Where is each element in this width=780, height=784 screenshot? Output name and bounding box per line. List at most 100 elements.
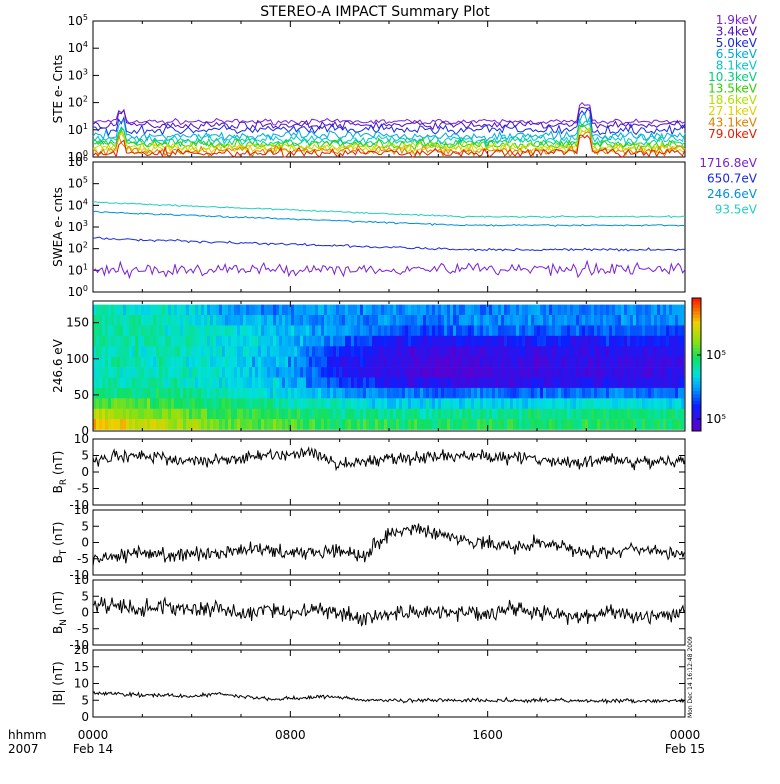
heatmap-cell	[624, 304, 628, 316]
heatmap-cell	[651, 356, 655, 368]
heatmap-cell	[288, 325, 292, 337]
heatmap-cell	[639, 398, 643, 410]
heatmap-cell	[408, 408, 412, 420]
heatmap-cell	[216, 335, 220, 347]
heatmap-cell	[333, 356, 337, 368]
heatmap-cell	[645, 377, 649, 389]
heatmap-cell	[666, 356, 670, 368]
heatmap-cell	[219, 387, 223, 399]
heatmap-cell	[537, 398, 541, 410]
heatmap-cell	[402, 356, 406, 368]
swea-legend-entry: 246.6eV	[707, 187, 758, 201]
heatmap-cell	[390, 419, 394, 430]
heatmap-cell	[252, 377, 256, 389]
heatmap-cell	[501, 408, 505, 420]
heatmap-cell	[297, 356, 301, 368]
heatmap-cell	[417, 356, 421, 368]
heatmap-cell	[663, 377, 667, 389]
heatmap-cell	[288, 304, 292, 316]
heatmap-cell	[603, 304, 607, 316]
heatmap-cell	[93, 377, 97, 389]
heatmap-cell	[99, 325, 103, 337]
heatmap-cell	[141, 387, 145, 399]
heatmap-cell	[270, 325, 274, 337]
heatmap-cell	[588, 315, 592, 326]
heatmap-cell	[240, 419, 244, 430]
heatmap-cell	[468, 315, 472, 326]
heatmap-cell	[357, 315, 361, 326]
heatmap-cell	[483, 398, 487, 410]
heatmap-cell	[588, 356, 592, 368]
heatmap-cell	[492, 419, 496, 430]
heatmap-cell	[312, 408, 316, 420]
heatmap-cell	[627, 325, 631, 337]
heatmap-cell	[363, 346, 367, 358]
heatmap-cell	[102, 325, 106, 337]
heatmap-cell	[603, 398, 607, 410]
heatmap-cell	[663, 346, 667, 358]
heatmap-cell	[429, 346, 433, 358]
heatmap-cell	[288, 377, 292, 389]
heatmap-cell	[204, 325, 208, 337]
heatmap-cell	[678, 356, 682, 368]
heatmap-cell	[141, 408, 145, 420]
heatmap-cell	[615, 387, 619, 399]
y-tick-label: -5	[77, 482, 89, 496]
heatmap-cell	[381, 304, 385, 316]
heatmap-cell	[555, 325, 559, 337]
heatmap-cell	[561, 356, 565, 368]
heatmap-cell	[627, 335, 631, 347]
heatmap-cell	[459, 377, 463, 389]
heatmap-cell	[150, 356, 154, 368]
heatmap-cell	[189, 304, 193, 316]
heatmap-cell	[507, 346, 511, 358]
y-tick-label: -10	[69, 638, 89, 652]
heatmap-cell	[378, 408, 382, 420]
heatmap-cell	[618, 315, 622, 326]
heatmap-cell	[678, 387, 682, 399]
heatmap-cell	[336, 367, 340, 378]
heatmap-cell	[456, 304, 460, 316]
heatmap-cell	[534, 335, 538, 347]
heatmap-cell	[288, 398, 292, 410]
heatmap-cell	[327, 335, 331, 347]
heatmap-cell	[465, 335, 469, 347]
heatmap-cell	[543, 315, 547, 326]
heatmap-cell	[261, 377, 265, 389]
heatmap-cell	[414, 335, 418, 347]
heatmap-cell	[168, 356, 172, 368]
heatmap-cell	[417, 419, 421, 430]
heatmap-cell	[489, 387, 493, 399]
heatmap-cell	[573, 367, 577, 378]
heatmap-cell	[651, 377, 655, 389]
heatmap-cell	[300, 325, 304, 337]
heatmap-cell	[651, 408, 655, 420]
heatmap-cell	[246, 398, 250, 410]
heatmap-cell	[297, 419, 301, 430]
heatmap-cell	[360, 304, 364, 316]
heatmap-cell	[501, 304, 505, 316]
heatmap-cell	[390, 408, 394, 420]
heatmap-cell	[300, 356, 304, 368]
heatmap-cell	[126, 346, 130, 358]
heatmap-cell	[540, 377, 544, 389]
heatmap-cell	[558, 387, 562, 399]
heatmap-cell	[279, 315, 283, 326]
heatmap-cell	[480, 387, 484, 399]
heatmap-cell	[195, 346, 199, 358]
heatmap-cell	[567, 325, 571, 337]
heatmap-cell	[642, 304, 646, 316]
heatmap-cell	[204, 304, 208, 316]
heatmap-cell	[189, 325, 193, 337]
heatmap-cell	[366, 419, 370, 430]
heatmap-cell	[318, 325, 322, 337]
heatmap-cell	[669, 408, 673, 420]
heatmap-cell	[531, 387, 535, 399]
heatmap-cell	[564, 335, 568, 347]
heatmap-cell	[195, 315, 199, 326]
heatmap-cell	[153, 325, 157, 337]
heatmap-cell	[198, 419, 202, 430]
heatmap-cell	[177, 419, 181, 430]
heatmap-cell	[186, 346, 190, 358]
heatmap-cell	[267, 356, 271, 368]
